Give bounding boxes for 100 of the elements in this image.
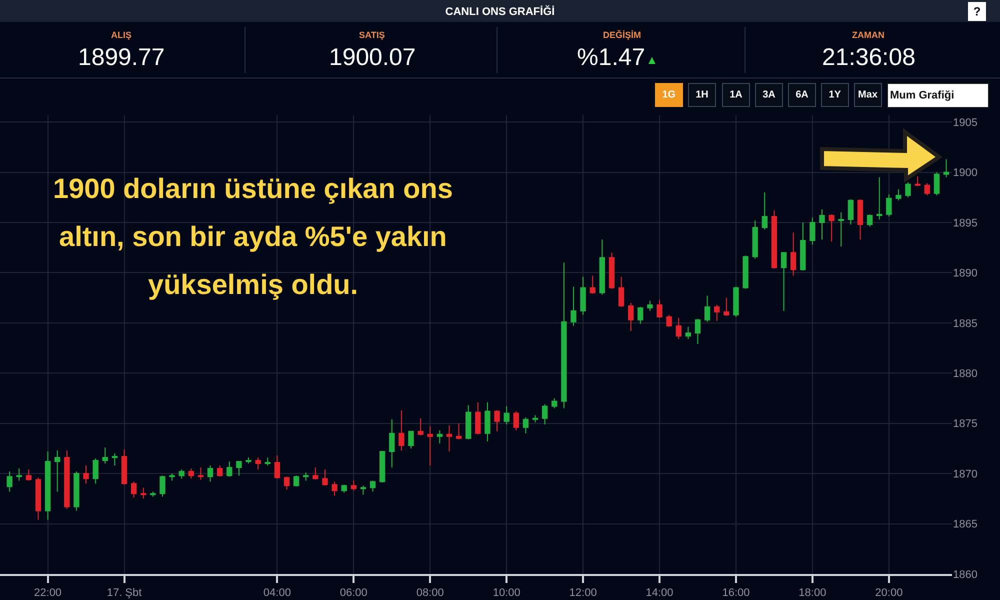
text: ▲ (646, 53, 658, 67)
candlestick (226, 461, 232, 478)
candlestick (561, 262, 567, 409)
x-tick-label: 14:00 (646, 587, 674, 600)
y-tick-label: 1900 (953, 167, 978, 180)
x-tick-label: 10:00 (492, 587, 520, 600)
candlestick (599, 239, 606, 296)
candlestick (810, 216, 816, 246)
candlestick (819, 208, 825, 240)
candlestick (905, 182, 911, 198)
candlestick (790, 232, 796, 276)
candlestick (74, 471, 80, 512)
candlestick (341, 484, 347, 494)
text: 3A (762, 90, 776, 100)
candlestick (303, 472, 309, 482)
candlestick (169, 473, 175, 482)
text: %1.47 (577, 44, 646, 71)
candlestick (656, 299, 662, 318)
candlestick (580, 276, 586, 316)
candlestick (780, 252, 787, 312)
candlestick (350, 480, 356, 492)
candlestick (522, 416, 529, 434)
candlestick (83, 465, 89, 484)
candlestick (284, 476, 290, 490)
candlestick (714, 304, 720, 322)
text: SATIŞ (359, 30, 385, 40)
candlestick (64, 450, 70, 510)
candlestick (694, 318, 701, 344)
candlestick (207, 465, 214, 482)
candlestick (924, 182, 930, 196)
text: 1H (696, 90, 708, 100)
text: Max (858, 90, 878, 100)
y-tick-label: 1895 (953, 217, 978, 230)
candlestick (475, 402, 481, 435)
candlestick (35, 477, 42, 520)
y-tick-label: 1880 (953, 368, 978, 380)
text: 1A (730, 90, 742, 100)
candlestick (828, 214, 834, 242)
candlestick (647, 300, 653, 312)
candlestick (590, 275, 596, 294)
candlestick (762, 192, 768, 230)
candlestick (160, 475, 166, 498)
text: 1900.07 (329, 44, 416, 71)
candlestick (848, 198, 854, 225)
x-tick-label: 08:00 (416, 587, 444, 600)
candlestick (876, 176, 882, 220)
candlestick (427, 426, 433, 466)
candlestick (332, 481, 338, 496)
chart-title: CANLI ONS GRAFİĞİ (445, 4, 555, 18)
candlestick (130, 481, 137, 498)
candlestick (733, 286, 739, 318)
candlestick (886, 194, 892, 217)
x-tick-label: 20:00 (875, 587, 903, 600)
candlestick (418, 418, 424, 436)
candlestick (542, 404, 548, 425)
candlestick (456, 422, 462, 440)
candlestick (771, 210, 778, 270)
text: DEĞİŞİM (603, 30, 642, 40)
candlestick (914, 176, 920, 187)
candlestick (360, 485, 366, 496)
x-tick-label: 12:00 (569, 587, 597, 600)
candlestick (494, 410, 500, 432)
candlestick (685, 326, 692, 340)
x-tick-label: 18:00 (798, 587, 826, 600)
text: 1899.77 (78, 44, 165, 71)
y-tick-label: 1870 (953, 468, 978, 480)
candlestick (408, 430, 414, 449)
x-tick-label: 17. Şbt (106, 587, 142, 600)
candlestick (379, 450, 386, 484)
candlestick (198, 467, 204, 480)
candlestick (44, 450, 51, 520)
candlestick (389, 418, 395, 468)
x-tick-label: 22:00 (34, 587, 62, 600)
candlestick (246, 456, 252, 464)
text: Mum Grafiği (890, 90, 954, 102)
candlestick (6, 471, 12, 492)
candlestick (866, 214, 873, 227)
candlestick (217, 465, 223, 478)
candlestick (943, 158, 950, 178)
x-tick-label: 06:00 (340, 587, 368, 600)
candlestick (628, 302, 634, 332)
y-tick-label: 1865 (953, 518, 978, 531)
candlestick (121, 448, 128, 486)
candlestick (264, 456, 270, 466)
candlestick (857, 198, 864, 240)
text: 1G (662, 90, 676, 100)
candlestick (666, 314, 672, 328)
candlestick (618, 276, 624, 308)
candlestick (724, 297, 730, 316)
candlestick (436, 430, 443, 444)
candlestick (570, 286, 576, 326)
candlestick (704, 295, 710, 322)
candlestick (274, 454, 280, 480)
candlestick (398, 410, 404, 451)
candlestick (638, 306, 644, 324)
y-tick-label: 1890 (953, 268, 978, 280)
y-tick-label: 1885 (953, 318, 978, 330)
candlestick (236, 461, 242, 476)
candlestick (446, 424, 452, 452)
candlestick (92, 458, 98, 484)
